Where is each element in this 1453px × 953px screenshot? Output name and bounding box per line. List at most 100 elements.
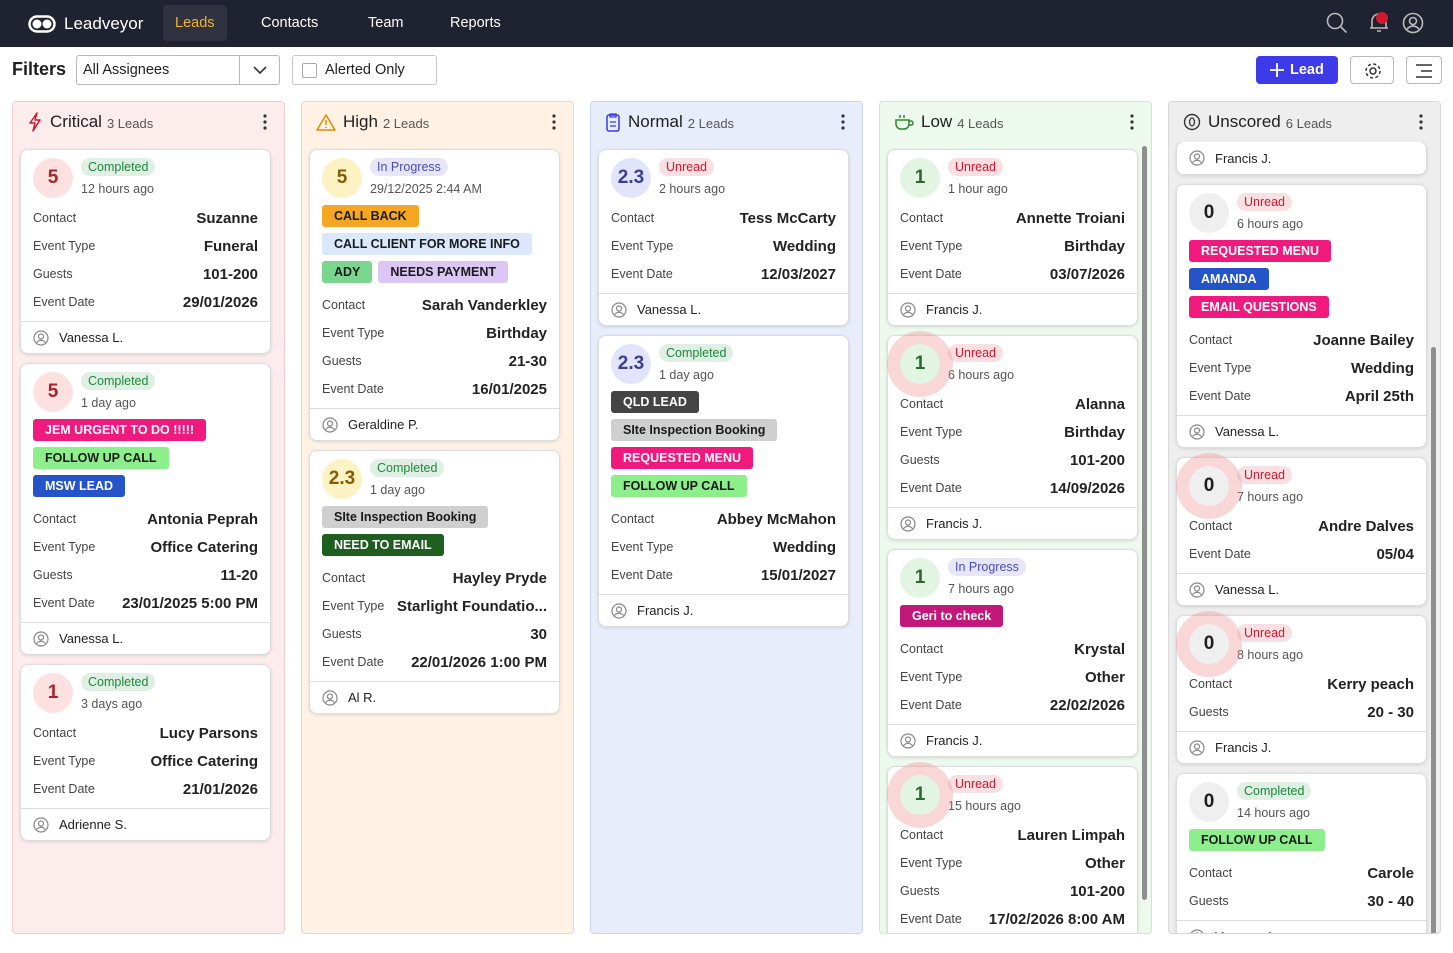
field-value: 30: [530, 625, 547, 643]
field-label: Event Type: [900, 425, 963, 439]
lane-menu[interactable]: [551, 113, 557, 131]
brand[interactable]: Leadveyor: [64, 13, 144, 33]
field-label: Event Date: [900, 481, 962, 495]
lane-count: 4 Leads: [957, 115, 1004, 131]
field-label: Contact: [900, 828, 944, 842]
lead-card[interactable]: 1 Completed 3 days ago Contact Lucy Parsons E…: [20, 664, 271, 841]
field-value: Tess McCarty: [739, 209, 836, 227]
field-value: 30 - 40: [1367, 892, 1414, 910]
card-head: 1 Completed 3 days ago: [21, 665, 270, 719]
score: 1: [900, 158, 940, 198]
nav-tab[interactable]: Team: [368, 15, 404, 31]
field-row: Event Type Wedding: [599, 533, 848, 561]
field-row: Guests 101-200: [21, 260, 270, 288]
card-footer: Vanessa L.: [21, 321, 270, 353]
notification-icon[interactable]: [1366, 9, 1392, 35]
field-value: 15/01/2027: [760, 566, 836, 584]
card-footer: Vanessa L.: [21, 622, 270, 654]
field-label: Event Date: [322, 655, 384, 669]
settings-button[interactable]: [1350, 56, 1394, 84]
field-label: Event Date: [1189, 389, 1251, 403]
fields: Contact Sarah Vanderkley Event Type Birthda…: [310, 291, 559, 408]
tag: ADY: [322, 261, 373, 283]
alerted-checkbox[interactable]: Alerted Only: [292, 55, 437, 85]
select-value: All Assignees: [83, 62, 170, 78]
assignee: Vanessa L.: [59, 330, 124, 345]
field-label: Guests: [33, 568, 73, 582]
assignee-icon: [322, 689, 338, 706]
card-head: 5 In Progress 29/12/2025 2:44 AM: [310, 150, 559, 204]
lead-card[interactable]: 1 Unread 15 hours ago Contact Lauren Limpah E…: [887, 766, 1138, 933]
field-value: Starlight Foundatio...: [397, 597, 547, 615]
field-value: 03/07/2026: [1049, 265, 1125, 283]
nav-tab[interactable]: Contacts: [261, 15, 319, 31]
menu-button[interactable]: [1406, 56, 1442, 84]
lane-menu[interactable]: [1418, 113, 1424, 131]
field-label: Guests: [1189, 705, 1229, 719]
assignee-icon: [900, 732, 916, 749]
field-row: Event Type Birthday: [310, 319, 559, 347]
lane-header: Normal 2 Leads: [591, 102, 862, 142]
tag: SIte Inspection Booking: [322, 506, 489, 528]
lead-card[interactable]: 1 Unread 1 hour ago Contact Annette Troiani E…: [887, 149, 1138, 326]
field-value: Office Catering: [150, 538, 258, 556]
field-value: Antonia Peprah: [147, 510, 258, 528]
field-value: Andre Dalves: [1318, 517, 1414, 535]
assignee: Francis J.: [1215, 150, 1272, 166]
lead-card[interactable]: Francis J.: [1176, 141, 1427, 175]
card-head: 1 Unread 1 hour ago: [888, 150, 1137, 204]
lead-card[interactable]: 5 Completed 12 hours ago Contact Suzanne Even…: [20, 149, 271, 354]
lead-card[interactable]: 5 Completed 1 day ago JEM URGENT TO DO !!!!…: [20, 363, 271, 655]
lane-name: Low: [921, 112, 953, 131]
field-row: Contact Lucy Parsons: [21, 719, 270, 747]
tag: CALL BACK: [322, 205, 419, 227]
field-row: Event Type Starlight Foundatio...: [310, 592, 559, 620]
lead-card[interactable]: 2.3 Unread 2 hours ago Contact Tess McCarty E…: [598, 149, 849, 326]
search-icon[interactable]: [1326, 12, 1348, 34]
time: 29/12/2025 2:44 AM: [370, 182, 482, 196]
score: 1: [900, 344, 940, 384]
fields: Contact Hayley Pryde Event Type Starlight F…: [310, 564, 559, 681]
field-label: Event Type: [611, 540, 674, 554]
lane-header: Critical 3 Leads: [13, 102, 284, 142]
field-row: Contact Antonia Peprah: [21, 505, 270, 533]
field-label: Contact: [33, 726, 77, 740]
lane-menu[interactable]: [840, 113, 846, 131]
lead-card[interactable]: 0 Unread 6 hours ago REQUESTED MENU AMANDA EM…: [1176, 184, 1427, 448]
field-label: Event Type: [611, 239, 674, 253]
lane-menu[interactable]: [1129, 113, 1135, 131]
lane-header: Low 4 Leads: [880, 102, 1151, 142]
card-list: 2.3 Unread 2 hours ago Contact Tess McCarty E…: [598, 149, 849, 627]
user-icon[interactable]: [1402, 12, 1424, 34]
lane-menu[interactable]: [262, 113, 268, 131]
field-row: Event Date 22/02/2026: [888, 691, 1137, 719]
lead-card[interactable]: 5 In Progress 29/12/2025 2:44 AM CALL BACK C…: [309, 149, 560, 441]
tag: AMANDA: [1189, 268, 1269, 290]
nav-tab[interactable]: Leads: [163, 5, 227, 41]
field-value: 11-20: [220, 566, 258, 584]
lead-card[interactable]: 2.3 Completed 1 day ago QLD LEAD SIte Inspec…: [598, 335, 849, 627]
time: 14 hours ago: [1237, 806, 1310, 820]
field-value: Funeral: [203, 237, 258, 255]
fields: Contact Annette Troiani Event Type Birthday…: [888, 204, 1137, 293]
lead-card[interactable]: 1 Unread 6 hours ago Contact Alanna Event Typ…: [887, 335, 1138, 540]
add-lead-button[interactable]: Lead: [1256, 56, 1338, 84]
lane: High 2 Leads 5 In Progress 29/12/2025 2:44 A…: [301, 101, 574, 934]
field-row: Contact Alanna: [888, 390, 1137, 418]
lead-card[interactable]: 0 Unread 8 hours ago Contact Kerry peach Gues…: [1176, 615, 1427, 764]
fields: Contact Lucy Parsons Event Type Office Cate…: [21, 719, 270, 808]
lead-card[interactable]: 0 Completed 14 hours ago FOLLOW UP CALL Cont…: [1176, 773, 1427, 933]
score: 5: [322, 158, 362, 198]
field-row: Event Type Wedding: [599, 232, 848, 260]
lead-card[interactable]: 0 Unread 7 hours ago Contact Andre Dalves Eve…: [1176, 457, 1427, 606]
field-row: Event Date 23/01/2025 5:00 PM: [21, 589, 270, 617]
assignee-select[interactable]: All Assignees: [76, 55, 280, 85]
lead-card[interactable]: 2.3 Completed 1 day ago SIte Inspection Boo…: [309, 450, 560, 714]
field-row: Guests 20 - 30: [1177, 698, 1426, 726]
lead-card[interactable]: 1 In Progress 7 hours ago Geri to check Cont…: [887, 549, 1138, 757]
field-row: Contact Suzanne: [21, 204, 270, 232]
field-label: Event Type: [33, 239, 96, 253]
nav-tab[interactable]: Reports: [450, 15, 501, 31]
time: 3 days ago: [81, 697, 143, 711]
